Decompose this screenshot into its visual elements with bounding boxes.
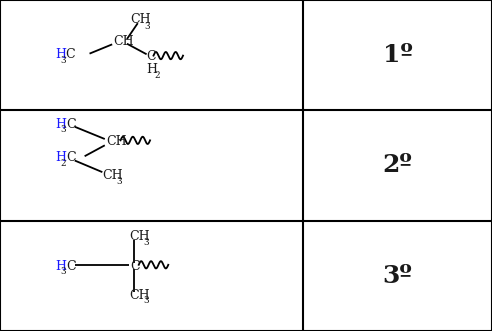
Text: C: C [65,48,75,61]
Text: 3º: 3º [383,264,412,288]
Text: H: H [56,151,66,164]
Text: H: H [56,260,66,273]
Text: CH: CH [130,13,151,26]
Text: C: C [66,118,76,131]
Text: CH: CH [106,135,126,148]
Text: C: C [66,260,76,273]
Text: 3: 3 [143,296,149,306]
Text: CH: CH [113,35,134,48]
Text: CH: CH [102,169,123,182]
Text: C: C [66,151,76,164]
Text: 3: 3 [116,176,122,186]
Text: 1º: 1º [383,43,412,67]
Text: H: H [147,63,157,76]
Text: CH: CH [129,289,150,302]
Text: H: H [55,48,66,61]
Text: H: H [56,118,66,131]
Text: C: C [147,50,156,64]
Text: 3: 3 [60,56,65,65]
Text: CH: CH [129,230,150,243]
Text: 2: 2 [154,71,159,80]
Text: 2º: 2º [383,154,412,177]
Text: 3: 3 [61,125,66,134]
Text: 3: 3 [143,238,149,247]
Text: 3: 3 [144,22,150,31]
Text: 3: 3 [61,267,66,276]
Text: 2: 2 [61,159,66,168]
Text: C: C [130,260,140,273]
